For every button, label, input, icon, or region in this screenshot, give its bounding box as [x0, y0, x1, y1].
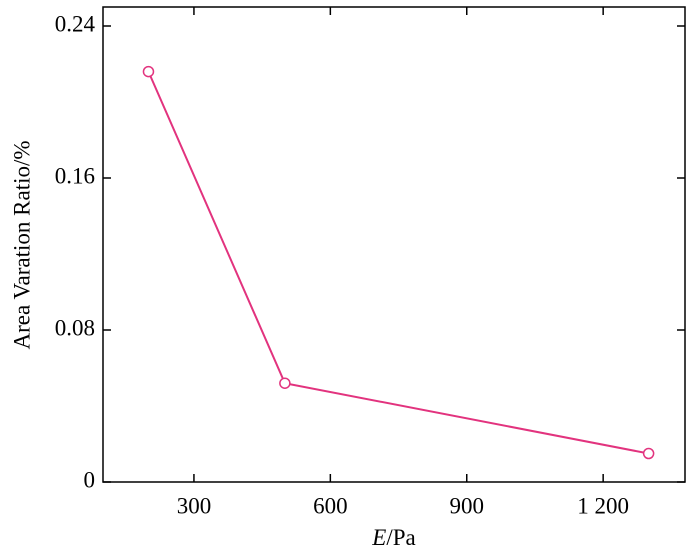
x-tick-label: 1 200: [577, 493, 629, 518]
point-marker: [642, 447, 655, 460]
plot-frame: [102, 6, 686, 483]
y-tick-label: 0.08: [55, 315, 95, 340]
x-axis-label-variable: E: [371, 525, 386, 550]
point-marker: [279, 377, 291, 389]
x-tick-label: 300: [177, 493, 212, 518]
x-axis-label: E/Pa: [371, 525, 415, 550]
y-tick-label: 0.24: [55, 11, 96, 36]
x-tick-label: 600: [313, 493, 348, 518]
series-line: [147, 71, 649, 455]
point-marker: [142, 65, 155, 78]
x-tick-label: 900: [450, 493, 485, 518]
x-axis-label-unit: /Pa: [386, 525, 415, 550]
y-axis-label: Area Varation Ratio/%: [9, 140, 34, 349]
y-tick-label: 0: [84, 467, 96, 492]
y-tick-label: 0.16: [55, 163, 95, 188]
